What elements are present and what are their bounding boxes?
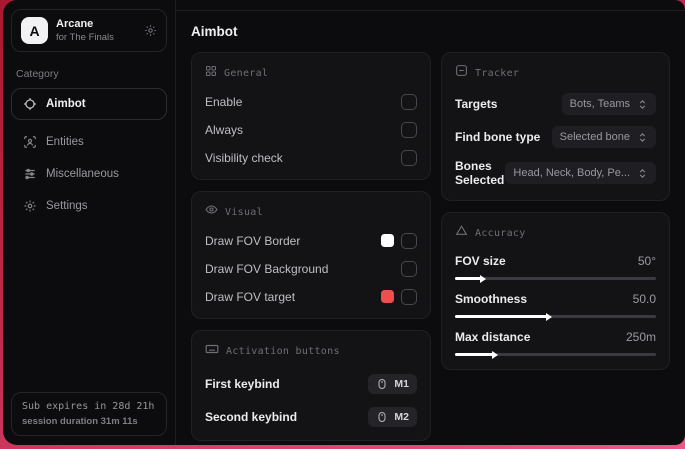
sidebar-item-miscellaneous[interactable]: Miscellaneous: [11, 158, 167, 190]
card-title: Visual: [225, 206, 263, 218]
brand-card: A Arcane for The Finals: [11, 9, 167, 52]
find-bone-type-select[interactable]: Selected bone: [551, 126, 656, 148]
triangle-icon: [455, 224, 468, 242]
enable-checkbox[interactable]: [401, 93, 417, 110]
setting-row: Smoothness 50.0: [455, 292, 656, 321]
bones-selected-select[interactable]: Head, Neck, Body, Pe...: [505, 162, 656, 184]
activation-buttons-card: Activation buttons First keybind M1: [191, 330, 431, 441]
app-window: A Arcane for The Finals Category: [3, 0, 685, 445]
sidebar-item-settings[interactable]: Settings: [11, 190, 167, 222]
fov-border-color-swatch[interactable]: [381, 234, 394, 247]
setting-row: Max distance 250m: [455, 330, 656, 359]
setting-row: Draw FOV Background: [205, 260, 417, 277]
entities-icon: [23, 135, 37, 149]
tracker-card: Tracker Targets Bots, Teams: [441, 52, 670, 201]
brand-logo: A: [21, 17, 48, 44]
mouse-icon: [376, 378, 388, 390]
slider-thumb[interactable]: [480, 274, 487, 283]
second-keybind-button[interactable]: M2: [368, 407, 417, 427]
draw-fov-border-checkbox[interactable]: [401, 232, 417, 249]
sliders-icon: [23, 167, 37, 181]
mouse-icon: [376, 411, 388, 423]
slider-thumb[interactable]: [492, 350, 499, 359]
page-title: Aimbot: [191, 24, 238, 39]
setting-row: Draw FOV Border: [205, 232, 417, 249]
fov-target-color-swatch[interactable]: [381, 290, 394, 303]
setting-row: Second keybind M2: [205, 407, 417, 427]
category-label: Category: [16, 68, 59, 80]
grid-icon: [205, 64, 217, 82]
eye-icon: [205, 203, 218, 221]
accuracy-card: Accuracy FOV size 50° Smoothness: [441, 212, 670, 370]
keyboard-icon: [205, 342, 219, 361]
visual-card: Visual Draw FOV Border Draw FOV Backgrou…: [191, 191, 431, 319]
always-checkbox[interactable]: [401, 121, 417, 138]
brand-subtitle: for The Finals: [56, 32, 114, 43]
max-distance-slider[interactable]: [455, 350, 656, 359]
setting-row: Draw FOV target: [205, 288, 417, 305]
card-title: Activation buttons: [226, 346, 340, 357]
sidebar: A Arcane for The Finals Category: [3, 0, 176, 445]
max-distance-value: 250m: [625, 330, 656, 344]
card-title: Accuracy: [475, 227, 526, 239]
gear-icon: [23, 199, 37, 213]
targets-select[interactable]: Bots, Teams: [561, 93, 656, 115]
draw-fov-background-checkbox[interactable]: [401, 260, 417, 277]
main-content: Aimbot General Enable: [176, 10, 685, 445]
sidebar-item-label: Aimbot: [46, 98, 86, 110]
draw-fov-target-checkbox[interactable]: [401, 288, 417, 305]
slider-thumb[interactable]: [546, 312, 553, 321]
setting-row: Find bone type Selected bone: [455, 126, 656, 148]
first-keybind-button[interactable]: M1: [368, 374, 417, 394]
sidebar-item-entities[interactable]: Entities: [11, 126, 167, 158]
crosshair-icon: [23, 97, 37, 111]
sidebar-item-aimbot[interactable]: Aimbot: [11, 88, 167, 120]
fov-size-slider[interactable]: [455, 274, 656, 283]
chevron-up-down-icon: [637, 99, 648, 110]
chevron-up-down-icon: [637, 168, 648, 179]
card-title: General: [224, 67, 269, 79]
setting-row: FOV size 50°: [455, 254, 656, 283]
smoothness-slider[interactable]: [455, 312, 656, 321]
fov-size-value: 50°: [637, 254, 656, 268]
setting-row: Always: [205, 121, 417, 138]
sub-expiry-text: Sub expires in 28d 21h: [22, 401, 155, 412]
setting-row: Visibility check: [205, 149, 417, 166]
setting-row: Enable: [205, 93, 417, 110]
smoothness-value: 50.0: [632, 292, 656, 306]
brand-name: Arcane: [56, 18, 94, 30]
card-title: Tracker: [475, 67, 520, 79]
setting-row: First keybind M1: [205, 374, 417, 394]
box-minus-icon: [455, 64, 468, 82]
visibility-check-checkbox[interactable]: [401, 149, 417, 166]
general-card: General Enable Always Visibility check: [191, 52, 431, 180]
chevron-up-down-icon: [637, 132, 648, 143]
session-duration-text: session duration 31m 11s: [22, 416, 138, 427]
sidebar-item-label: Settings: [46, 200, 88, 212]
sidebar-item-label: Entities: [46, 136, 84, 148]
setting-row: Targets Bots, Teams: [455, 93, 656, 115]
subscription-info: Sub expires in 28d 21h session duration …: [11, 392, 167, 436]
setting-row: Bones Selected Head, Neck, Body, Pe...: [455, 159, 656, 187]
gear-icon[interactable]: [144, 24, 157, 37]
sidebar-item-label: Miscellaneous: [46, 168, 119, 180]
sidebar-nav: Aimbot Entities Miscella: [3, 88, 175, 222]
